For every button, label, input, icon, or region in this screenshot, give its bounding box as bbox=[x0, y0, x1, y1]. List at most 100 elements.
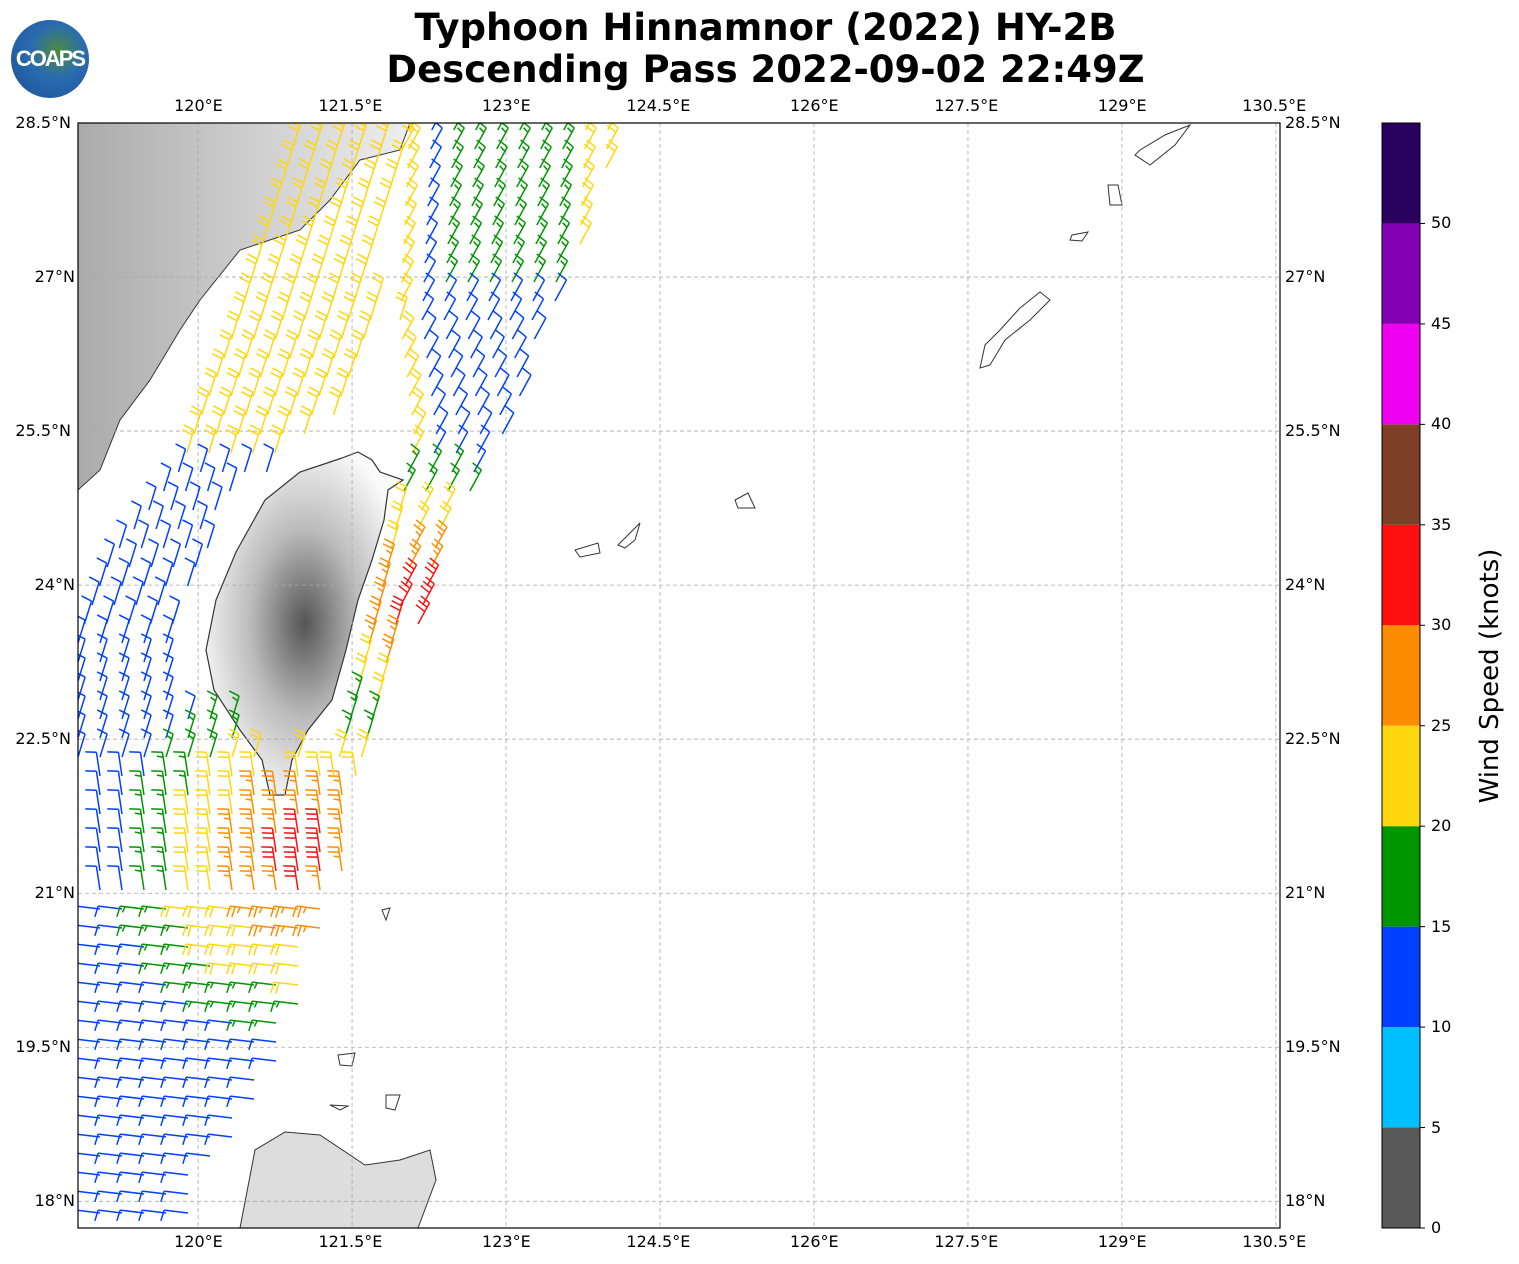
wind-barb bbox=[489, 310, 503, 340]
wind-barb bbox=[248, 424, 261, 454]
wind-barb bbox=[305, 846, 321, 872]
wind-barb bbox=[435, 405, 449, 435]
wind-barb bbox=[147, 595, 159, 625]
wind-barb bbox=[140, 671, 152, 701]
wind-barb bbox=[382, 538, 396, 568]
wind-barb bbox=[261, 846, 277, 872]
wind-barb bbox=[433, 424, 447, 454]
wind-barb bbox=[386, 519, 400, 549]
lat-label-left: 19.5°N bbox=[15, 1037, 71, 1057]
wind-barb bbox=[283, 751, 299, 777]
wind-barb bbox=[277, 348, 291, 378]
lon-label-bottom: 130.5°E bbox=[1242, 1232, 1307, 1251]
wind-barb bbox=[167, 481, 179, 511]
wind-barb bbox=[395, 481, 408, 511]
wind-barb bbox=[204, 424, 217, 454]
wind-barb bbox=[116, 1114, 145, 1127]
wind-barb bbox=[339, 234, 353, 264]
wind-barb bbox=[140, 557, 152, 587]
wind-barb bbox=[132, 576, 144, 606]
wind-barb bbox=[424, 234, 438, 264]
lat-label-right: 27°N bbox=[1285, 267, 1326, 287]
wind-barb bbox=[218, 386, 232, 416]
wind-barb bbox=[118, 709, 130, 739]
wind-barb bbox=[423, 253, 437, 283]
wind-barb bbox=[314, 367, 327, 397]
wind-barb bbox=[283, 846, 299, 872]
wind-barb bbox=[415, 595, 431, 625]
coaps-logo: COAPS bbox=[11, 20, 89, 98]
wind-barb bbox=[515, 177, 529, 207]
lat-label-left: 25.5°N bbox=[15, 421, 71, 441]
wind-barb bbox=[494, 348, 508, 378]
wind-barb bbox=[428, 348, 442, 378]
wind-barb bbox=[226, 962, 255, 975]
wind-barb bbox=[94, 962, 123, 975]
wind-barb bbox=[499, 386, 513, 416]
wind-barb bbox=[357, 177, 371, 207]
wind-barb bbox=[160, 924, 189, 937]
wind-barb bbox=[409, 123, 415, 131]
wind-barb bbox=[333, 253, 347, 283]
lat-label-right: 24°N bbox=[1285, 575, 1326, 595]
wind-barb bbox=[116, 962, 145, 975]
colorbar-bin bbox=[1382, 223, 1420, 324]
wind-barb bbox=[94, 1152, 123, 1165]
wind-barb bbox=[160, 462, 172, 492]
wind-barb bbox=[182, 1057, 211, 1070]
wind-barb bbox=[538, 158, 551, 188]
wind-barb bbox=[78, 691, 86, 720]
wind-barb bbox=[138, 905, 167, 918]
wind-barb bbox=[429, 139, 442, 169]
wind-barb bbox=[412, 519, 426, 549]
wind-barb bbox=[78, 1190, 101, 1195]
wind-barb bbox=[204, 1095, 233, 1108]
wind-barb bbox=[557, 215, 571, 245]
wind-barb bbox=[88, 576, 100, 606]
wind-barb bbox=[465, 291, 479, 321]
wind-barb bbox=[321, 348, 335, 378]
wind-barb bbox=[140, 614, 152, 644]
wind-barb bbox=[329, 329, 342, 359]
wind-barb bbox=[517, 139, 530, 169]
island bbox=[1069, 231, 1090, 242]
wind-barb bbox=[151, 789, 167, 815]
ishigaki-island bbox=[617, 522, 641, 549]
wind-barb bbox=[402, 234, 416, 264]
wind-barb bbox=[195, 808, 211, 834]
wind-barb bbox=[204, 924, 233, 937]
wind-barb bbox=[160, 1209, 189, 1222]
wind-barb bbox=[160, 1076, 189, 1089]
wind-barb bbox=[262, 386, 276, 416]
wind-barb bbox=[162, 671, 174, 701]
wind-barb bbox=[361, 234, 375, 264]
wind-barb bbox=[562, 123, 575, 150]
wind-barb bbox=[78, 1022, 79, 1023]
lon-label-top: 126°E bbox=[789, 96, 839, 115]
lon-label-top: 121.5°E bbox=[318, 96, 383, 115]
wind-barb bbox=[408, 538, 422, 568]
wind-barb bbox=[85, 751, 101, 777]
wind-barb bbox=[78, 1003, 79, 1004]
wind-barb bbox=[479, 405, 493, 435]
wind-barb bbox=[160, 1133, 189, 1146]
wind-barb bbox=[173, 770, 189, 796]
wind-barb bbox=[351, 329, 364, 359]
wind-barb bbox=[160, 1171, 189, 1184]
lon-label-bottom: 129°E bbox=[1097, 1232, 1147, 1251]
wind-barb bbox=[118, 671, 130, 701]
wind-barb bbox=[116, 1057, 145, 1070]
wind-barb bbox=[270, 1000, 299, 1013]
wind-barb bbox=[283, 827, 299, 853]
wind-barb bbox=[403, 462, 417, 492]
wind-barb bbox=[585, 123, 591, 131]
wind-barb bbox=[151, 865, 167, 891]
lon-label-bottom: 120°E bbox=[174, 1232, 223, 1251]
wind-barb bbox=[283, 789, 299, 815]
wind-barb bbox=[138, 924, 167, 937]
wind-barb bbox=[140, 690, 152, 720]
wind-barb bbox=[299, 405, 312, 435]
wind-barb bbox=[217, 808, 233, 834]
wind-barb bbox=[160, 1019, 189, 1032]
wind-barb bbox=[450, 158, 463, 188]
